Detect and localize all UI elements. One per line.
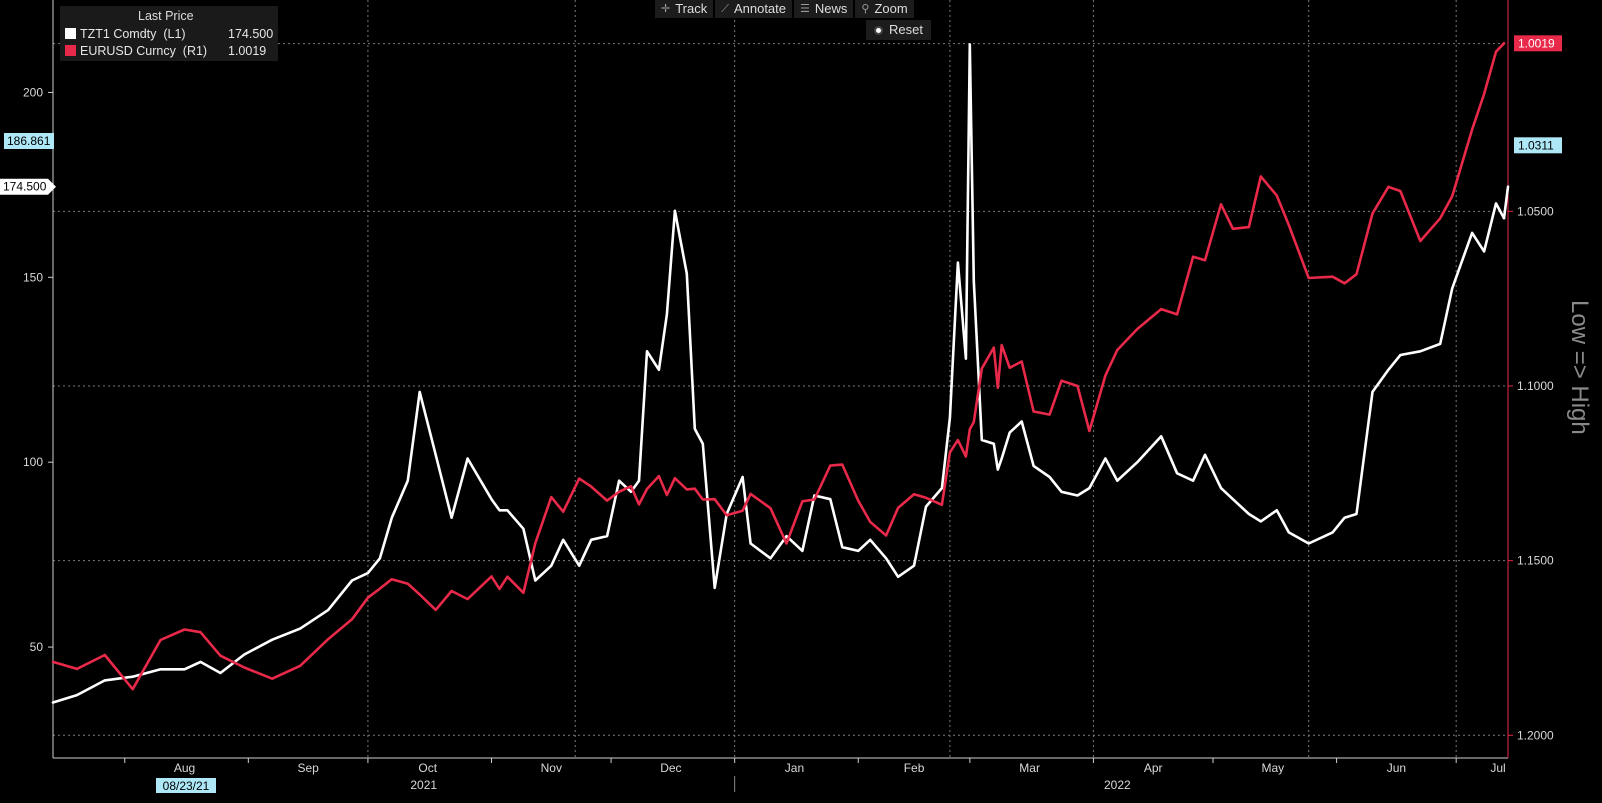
legend-series-value: 1.0019 [228,43,267,58]
legend-row-tzt1[interactable]: TZT1 Comdty (L1) 174.500 [65,26,273,41]
left-tick-label: 150 [23,270,43,284]
left-tick-label: 100 [23,455,43,469]
start-date-label: 08/23/21 [163,779,210,793]
legend-series-name: EURUSD Curncy (R1) [80,43,208,58]
right-tick-label: 1.1500 [1517,554,1554,568]
x-tick-label: Dec [660,761,681,775]
legend-title: Last Price [138,9,194,23]
track-button[interactable]: ✛ Track [655,0,714,18]
left-tick-label: 200 [23,85,43,99]
right-tick-label: 1.0500 [1517,204,1554,218]
annotate-button[interactable]: ⟋ Annotate [715,0,792,18]
x-tick-label: Mar [1019,761,1040,775]
annotate-label: Annotate [733,1,786,16]
x-axis: Aug Sep Oct Nov Dec Jan Feb Mar Apr May Jun Jul 2021… [156,761,1506,793]
zoom-label: Zoom [874,1,908,16]
right-axis: 1.0500 1.1000 1.1500 1.2000 Low => High [1508,204,1593,742]
x-tick-label: Aug [174,761,195,775]
year-label: 2021 [410,778,437,792]
right-axis-marker [1514,35,1562,52]
x-tick-label: May [1261,761,1284,775]
x-tick-label: Apr [1144,761,1163,775]
right-tick-label: 1.1000 [1517,379,1554,393]
axis-markers: 186.861 174.500 1.0311 1.0019 [0,35,1562,195]
reset-label: Reset [889,22,923,37]
pencil-icon: ⟋ [721,3,729,15]
left-axis-marker [0,178,56,195]
legend-swatch-white [65,28,76,39]
x-tick-label: Jun [1387,761,1406,775]
left-axis-marker-label: 186.861 [7,134,51,148]
year-label: 2022 [1104,778,1131,792]
right-axis-marker-label: 1.0311 [1518,138,1554,152]
legend-swatch-red [65,45,76,56]
right-axis-marker-label: 1.0019 [1518,36,1555,50]
reset-button[interactable]: Reset [866,20,931,40]
series-line-eurusd [51,41,1506,691]
left-axis-marker-label: 174.500 [3,180,47,194]
reset-icon [874,25,883,35]
legend-series-value: 174.500 [228,26,274,41]
right-axis-marker [1514,137,1562,154]
left-axis: 50 100 150 200 [23,85,53,654]
left-axis-marker [4,133,54,150]
axes [52,0,1509,792]
start-date-badge [156,778,216,793]
x-tick-label: Jan [785,761,804,775]
legend-row-eurusd[interactable]: EURUSD Curncy (R1) 1.0019 [65,43,266,58]
x-tick-label: Sep [297,761,319,775]
news-button[interactable]: ☰ News [794,0,854,18]
legend-series-name: TZT1 Comdty (L1) [80,26,186,41]
legend: Last Price TZT1 Comdty (L1) 174.500 EURU… [60,6,278,61]
x-tick-label: Jul [1490,761,1505,775]
magnifier-icon: ⚲ [861,3,870,15]
series-line-tzt1-last [1502,185,1510,220]
right-axis-title: Low => High [1566,300,1593,435]
x-tick-label: Nov [541,761,562,775]
x-tick-label: Feb [904,761,925,775]
right-tick-label: 1.2000 [1517,728,1554,742]
zoom-button[interactable]: ⚲ Zoom [855,0,914,18]
news-label: News [814,1,848,16]
series-line-tzt1 [51,43,1506,704]
left-tick-label: 50 [30,640,44,654]
track-label: Track [675,1,708,16]
crosshair-icon: ✛ [661,3,671,15]
series-lines [51,41,1510,704]
grid-lines [53,0,1508,758]
news-icon: ☰ [800,3,810,15]
x-tick-label: Oct [418,761,437,775]
chart-toolbar: ✛ Track ⟋ Annotate ☰ News ⚲ Zoom [655,0,914,18]
